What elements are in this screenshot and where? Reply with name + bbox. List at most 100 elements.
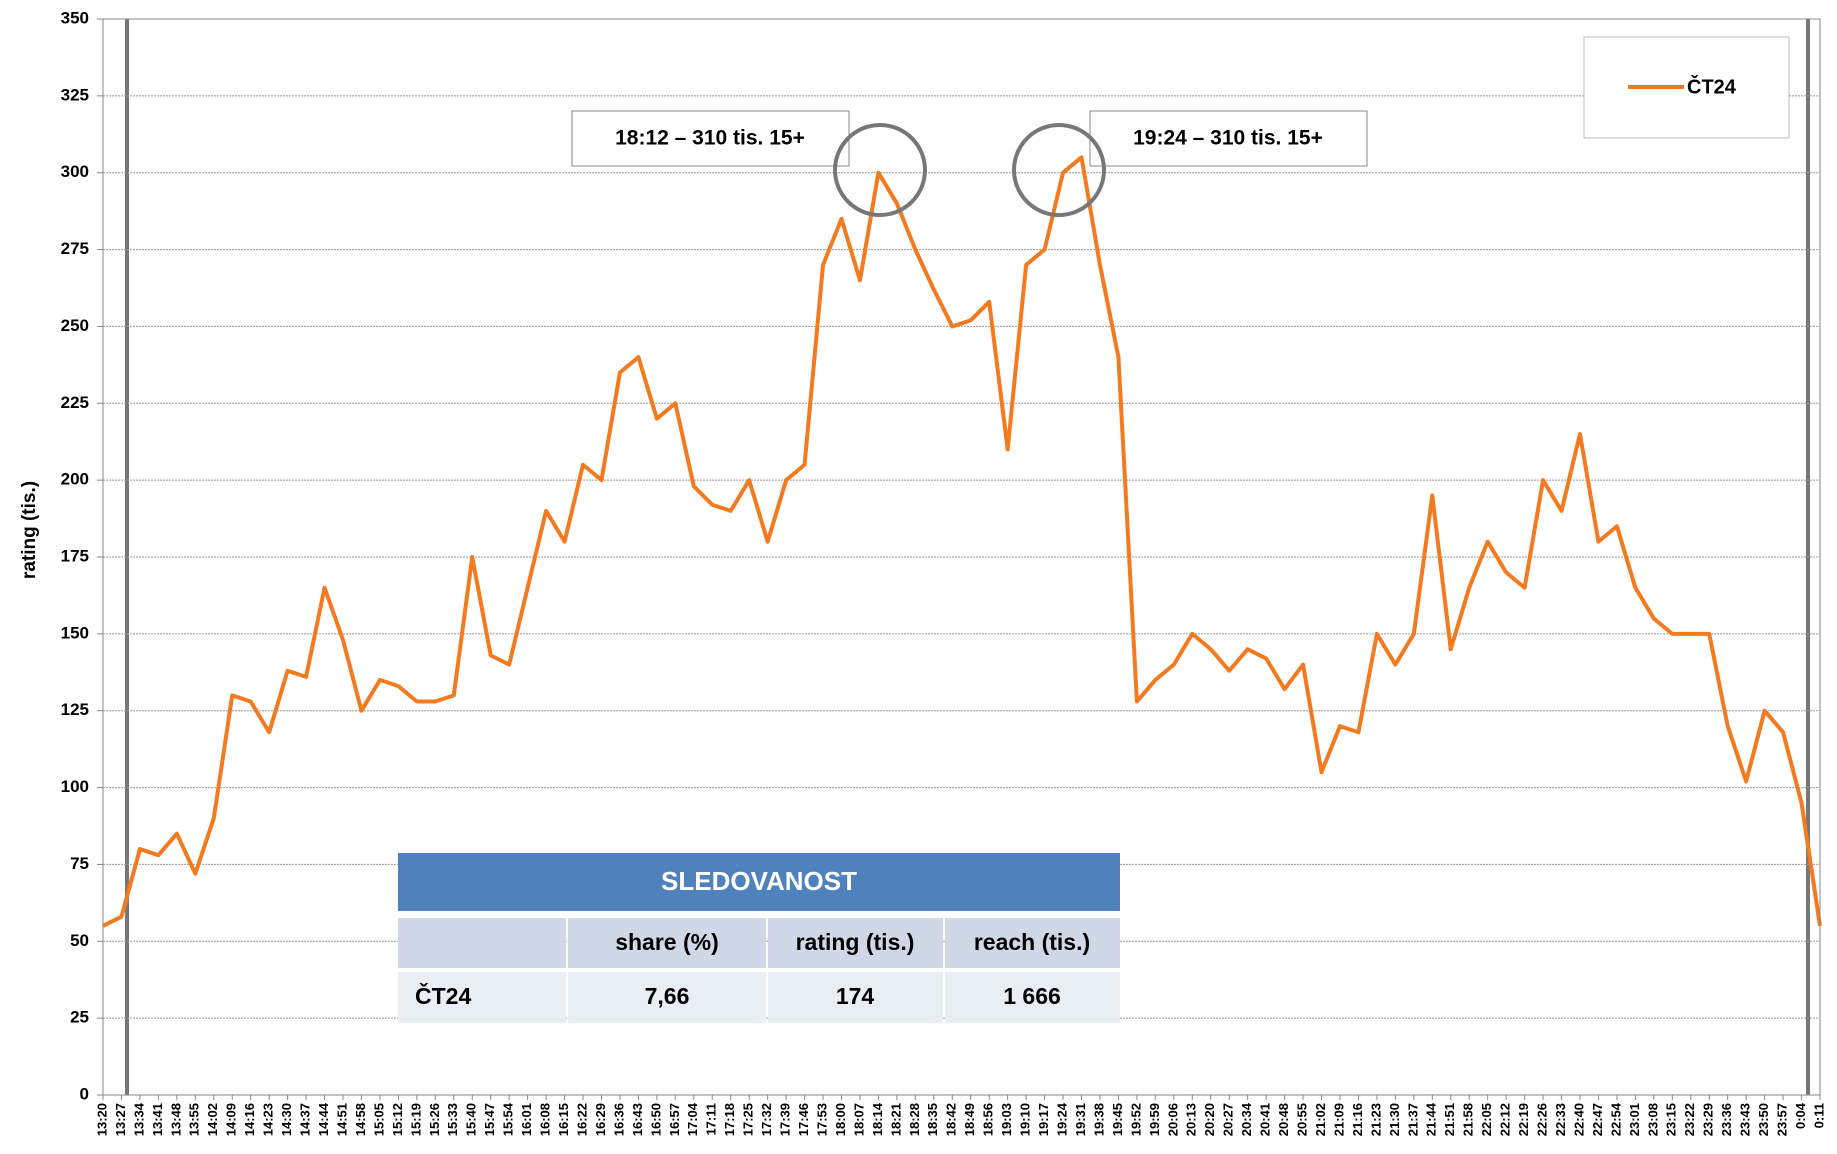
y-tick-label: 275 <box>61 239 89 258</box>
x-tick-label: 15:54 <box>501 1102 516 1136</box>
x-tick-label: 23:36 <box>1719 1103 1734 1136</box>
x-tick-label: 19:03 <box>999 1103 1014 1136</box>
annotation-box <box>571 110 850 167</box>
x-tick-label: 14:30 <box>279 1103 294 1136</box>
x-tick-label: 0:04 <box>1793 1102 1808 1129</box>
x-tick-label: 20:06 <box>1165 1103 1180 1136</box>
table-cell <box>568 972 766 1023</box>
annotation: 18:12 – 310 tis. 15+ <box>615 127 805 150</box>
x-tick-label: 20:27 <box>1221 1103 1236 1136</box>
y-tick-label: 100 <box>61 777 89 796</box>
x-tick-label: 19:59 <box>1147 1103 1162 1136</box>
x-tick-label: 17:18 <box>722 1103 737 1136</box>
x-tick-label: 23:08 <box>1645 1103 1660 1136</box>
x-tick-label: 21:23 <box>1368 1103 1383 1136</box>
x-tick-label: 21:51 <box>1442 1103 1457 1136</box>
annotation-box <box>1089 110 1368 167</box>
x-tick-label: 0:11 <box>1811 1103 1826 1128</box>
x-tick-label: 13:48 <box>168 1103 183 1136</box>
table-title: SLEDOVANOST <box>661 866 857 896</box>
y-tick-label: 300 <box>61 162 89 181</box>
x-tick-label: 18:00 <box>833 1103 848 1136</box>
y-tick-label: 225 <box>61 393 89 412</box>
x-tick-label: 21:58 <box>1461 1103 1476 1136</box>
x-tick-label: 14:09 <box>224 1103 239 1136</box>
x-tick-label: 16:15 <box>556 1103 571 1136</box>
x-tick-label: 15:40 <box>464 1103 479 1136</box>
x-tick-label: 18:21 <box>888 1103 903 1136</box>
x-tick-label: 19:10 <box>1018 1103 1033 1136</box>
y-tick-label: 175 <box>61 546 89 565</box>
x-tick-label: 14:51 <box>334 1103 349 1136</box>
x-tick-label: 17:25 <box>741 1103 756 1136</box>
x-tick-label: 21:09 <box>1331 1103 1346 1136</box>
x-tick-label: 14:02 <box>205 1103 220 1136</box>
x-tick-label: 13:55 <box>187 1103 202 1136</box>
x-tick-label: 18:42 <box>944 1103 959 1136</box>
x-tick-label: 15:12 <box>390 1103 405 1136</box>
table-header-cell: share (%) <box>615 929 719 955</box>
x-tick-label: 21:37 <box>1405 1103 1420 1136</box>
x-tick-label: 16:29 <box>593 1103 608 1136</box>
x-tick-label: 23:29 <box>1701 1103 1716 1136</box>
legend <box>1583 36 1790 139</box>
x-tick-label: 15:47 <box>482 1103 497 1136</box>
y-tick-label: 25 <box>70 1008 89 1027</box>
x-tick-label: 17:11 <box>704 1103 719 1136</box>
x-tick-label: 16:43 <box>630 1103 645 1136</box>
x-tick-label: 20:20 <box>1202 1103 1217 1136</box>
x-tick-label: 16:01 <box>519 1103 534 1136</box>
y-tick-label: 75 <box>70 854 89 873</box>
x-tick-label: 15:33 <box>445 1103 460 1136</box>
x-tick-label: 20:13 <box>1184 1103 1199 1136</box>
x-tick-label: 16:22 <box>574 1103 589 1136</box>
y-axis-label: rating (tis.) <box>19 481 40 579</box>
x-tick-label: 22:33 <box>1553 1103 1568 1136</box>
table-header-cell: rating (tis.) <box>796 929 915 955</box>
legend-label: ČT24 <box>1687 74 1737 98</box>
table-cell <box>768 972 943 1023</box>
y-tick-label: 200 <box>61 470 89 489</box>
x-tick-label: 14:23 <box>261 1103 276 1136</box>
x-tick-label: 19:52 <box>1128 1103 1143 1136</box>
y-tick-label: 0 <box>80 1084 89 1103</box>
x-tick-label: 19:17 <box>1036 1103 1051 1136</box>
highlight-circle <box>1012 123 1106 217</box>
x-tick-label: 16:57 <box>667 1103 682 1136</box>
x-tick-label: 22:26 <box>1535 1103 1550 1136</box>
x-tick-label: 20:55 <box>1294 1103 1309 1136</box>
table-cell <box>568 918 766 968</box>
x-tick-label: 18:56 <box>981 1103 996 1136</box>
x-tick-label: 17:04 <box>685 1102 700 1136</box>
x-tick-label: 20:41 <box>1258 1103 1273 1136</box>
x-tick-label: 18:07 <box>851 1103 866 1136</box>
table-cell <box>768 918 943 968</box>
table-cell-text: ČT24 <box>415 982 471 1009</box>
x-tick-label: 23:50 <box>1756 1103 1771 1136</box>
y-tick-label: 325 <box>61 85 89 104</box>
x-tick-label: 23:57 <box>1775 1103 1790 1136</box>
y-tick-label: 250 <box>61 316 89 335</box>
x-tick-label: 18:49 <box>962 1103 977 1136</box>
table-cell <box>945 972 1120 1023</box>
x-tick-label: 22:12 <box>1498 1103 1513 1136</box>
x-tick-label: 18:35 <box>925 1103 940 1136</box>
x-tick-label: 20:48 <box>1276 1103 1291 1136</box>
x-tick-label: 22:54 <box>1608 1102 1623 1136</box>
table-header-cell: reach (tis.) <box>974 929 1090 955</box>
x-tick-label: 19:24 <box>1054 1102 1069 1136</box>
x-tick-label: 13:27 <box>113 1103 128 1136</box>
x-tick-label: 17:32 <box>759 1103 774 1136</box>
x-tick-label: 19:45 <box>1110 1103 1125 1136</box>
x-tick-label: 22:47 <box>1590 1103 1605 1136</box>
x-tick-label: 21:44 <box>1424 1102 1439 1136</box>
x-tick-label: 14:37 <box>298 1103 313 1136</box>
x-tick-label: 22:40 <box>1571 1103 1586 1136</box>
annotation: 19:24 – 310 tis. 15+ <box>1133 127 1323 150</box>
y-tick-label: 150 <box>61 623 89 642</box>
x-tick-label: 22:19 <box>1516 1103 1531 1136</box>
x-tick-label: 21:16 <box>1350 1103 1365 1136</box>
x-tick-label: 14:58 <box>353 1103 368 1136</box>
x-tick-label: 20:34 <box>1239 1102 1254 1136</box>
